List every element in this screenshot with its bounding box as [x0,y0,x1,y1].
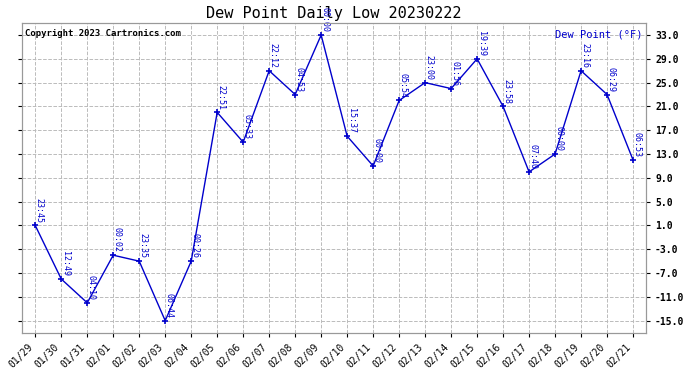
Text: 07:40: 07:40 [529,144,538,169]
Text: 23:45: 23:45 [35,198,44,223]
Text: 05:54: 05:54 [399,73,408,98]
Text: 23:16: 23:16 [581,43,590,68]
Text: 00:26: 00:26 [191,233,200,258]
Text: 23:00: 23:00 [425,55,434,80]
Text: 05:33: 05:33 [243,114,252,140]
Text: 23:35: 23:35 [139,233,148,258]
Text: 22:51: 22:51 [217,85,226,109]
Text: 06:44: 06:44 [165,293,174,318]
Title: Dew Point Daily Low 20230222: Dew Point Daily Low 20230222 [206,6,462,21]
Text: 04:10: 04:10 [87,275,96,300]
Text: 23:58: 23:58 [503,79,512,104]
Text: Dew Point (°F): Dew Point (°F) [555,29,643,39]
Text: 00:00: 00:00 [373,138,382,163]
Text: 12:49: 12:49 [61,251,70,276]
Text: 06:29: 06:29 [607,67,615,92]
Text: 00:00: 00:00 [321,7,330,32]
Text: 22:12: 22:12 [269,43,278,68]
Text: 06:53: 06:53 [633,132,642,157]
Text: 01:56: 01:56 [451,61,460,86]
Text: 04:53: 04:53 [295,67,304,92]
Text: 00:00: 00:00 [555,126,564,151]
Text: 00:02: 00:02 [113,227,122,252]
Text: Copyright 2023 Cartronics.com: Copyright 2023 Cartronics.com [26,29,181,38]
Text: 19:39: 19:39 [477,31,486,56]
Text: 15:37: 15:37 [347,108,356,134]
